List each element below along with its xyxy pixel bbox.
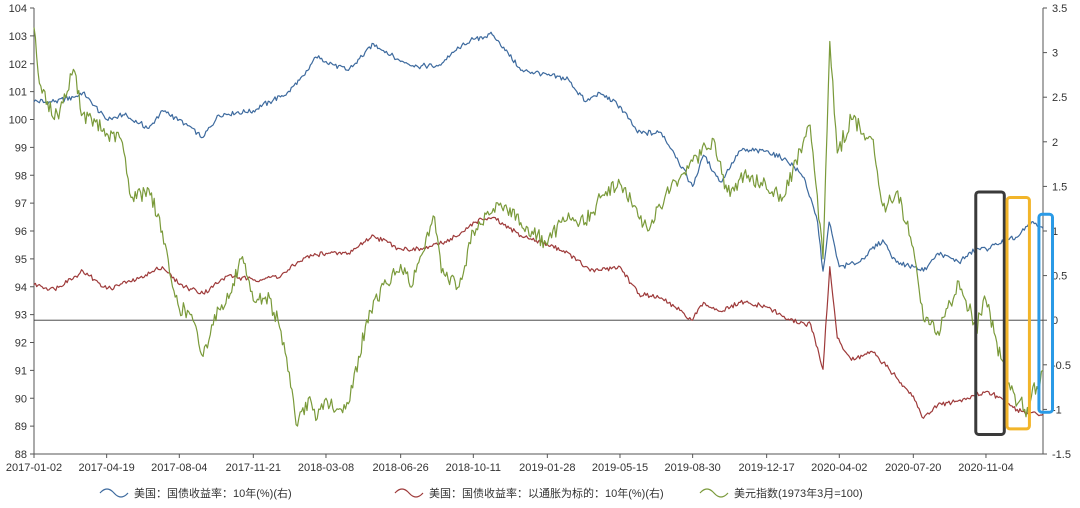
right-tick-label: 2.5 xyxy=(1052,92,1067,104)
left-tick-label: 101 xyxy=(9,87,27,99)
series-line-1 xyxy=(33,31,1044,272)
highlight-box-2 xyxy=(1005,196,1031,431)
x-tick-label: 2017-11-21 xyxy=(226,462,281,474)
right-y-ticks: -1.5 -1 -0.5 0 0.5 1 1.5 2 2.5 3 3.5 xyxy=(1043,3,1071,461)
x-tick-label: 2017-08-04 xyxy=(151,462,207,474)
x-tick-label: 2020-04-02 xyxy=(811,462,867,474)
left-tick-label: 98 xyxy=(15,170,27,182)
left-tick-label: 89 xyxy=(15,421,27,433)
left-tick-label: 100 xyxy=(9,115,27,127)
right-tick-label: -1 xyxy=(1052,404,1062,416)
series-line-3 xyxy=(33,27,1044,427)
legend-label: 美国：国债收益率：以通胀为标的：10年(%)(右) xyxy=(429,486,664,500)
left-tick-label: 103 xyxy=(9,31,27,43)
right-tick-label: 1 xyxy=(1052,226,1058,238)
left-tick-label: 91 xyxy=(15,365,27,377)
left-tick-label: 99 xyxy=(15,142,27,154)
legend: 美国：国债收益率：10年(%)(右) 美国：国债收益率：以通胀为标的：10年(%)… xyxy=(99,486,863,500)
legend-label: 美元指数(1973年3月=100) xyxy=(734,486,863,500)
x-tick-label: 2017-04-19 xyxy=(79,462,135,474)
highlight-box-3 xyxy=(1037,212,1055,414)
x-tick-label: 2020-11-04 xyxy=(958,462,1013,474)
left-tick-label: 93 xyxy=(15,310,27,322)
x-tick-label: 2019-12-17 xyxy=(739,462,795,474)
legend-swatch xyxy=(99,488,129,498)
x-tick-label: 2018-03-08 xyxy=(298,462,354,474)
right-tick-label: -0.5 xyxy=(1052,360,1071,372)
x-tick-label: 2018-10-11 xyxy=(446,462,501,474)
left-tick-label: 95 xyxy=(15,254,27,266)
right-tick-label: 3 xyxy=(1052,48,1058,60)
x-tick-label: 2017-01-02 xyxy=(6,462,62,474)
legend-label: 美国：国债收益率：10年(%)(右) xyxy=(134,486,292,500)
left-tick-label: 102 xyxy=(9,59,27,71)
left-tick-label: 94 xyxy=(15,282,27,294)
x-tick-label: 2018-06-26 xyxy=(373,462,429,474)
left-tick-label: 88 xyxy=(15,449,27,461)
right-tick-label: 2 xyxy=(1052,137,1058,149)
left-tick-label: 97 xyxy=(15,198,27,210)
right-tick-label: 1.5 xyxy=(1052,181,1067,193)
x-ticks: 2017-01-02 2017-04-19 2017-08-04 2017-11-21… xyxy=(6,454,1014,474)
annotation-layer xyxy=(974,190,1055,436)
series-line-2 xyxy=(33,216,1044,419)
plot-area: 888990919293949596979899100101102103104 … xyxy=(6,3,1071,474)
series-layer xyxy=(33,27,1044,427)
right-tick-label: 0.5 xyxy=(1052,271,1067,283)
x-tick-label: 2019-05-15 xyxy=(592,462,648,474)
right-tick-label: 3.5 xyxy=(1052,3,1067,15)
x-tick-label: 2020-07-20 xyxy=(885,462,941,474)
right-tick-label: -1.5 xyxy=(1052,449,1071,461)
x-tick-label: 2019-08-30 xyxy=(664,462,720,474)
left-tick-label: 96 xyxy=(15,226,27,238)
right-tick-label: 0 xyxy=(1052,315,1058,327)
left-tick-label: 90 xyxy=(15,393,27,405)
x-tick-label: 2019-01-28 xyxy=(519,462,575,474)
left-tick-label: 92 xyxy=(15,338,27,350)
highlight-box-1 xyxy=(974,190,1006,436)
left-tick-label: 104 xyxy=(9,3,27,15)
legend-swatch xyxy=(699,488,729,498)
legend-swatch xyxy=(394,488,424,498)
left-y-ticks: 88 89 90 91 92 93 94 95 96 97 98 99 100 101 102 103 104 xyxy=(9,3,34,461)
